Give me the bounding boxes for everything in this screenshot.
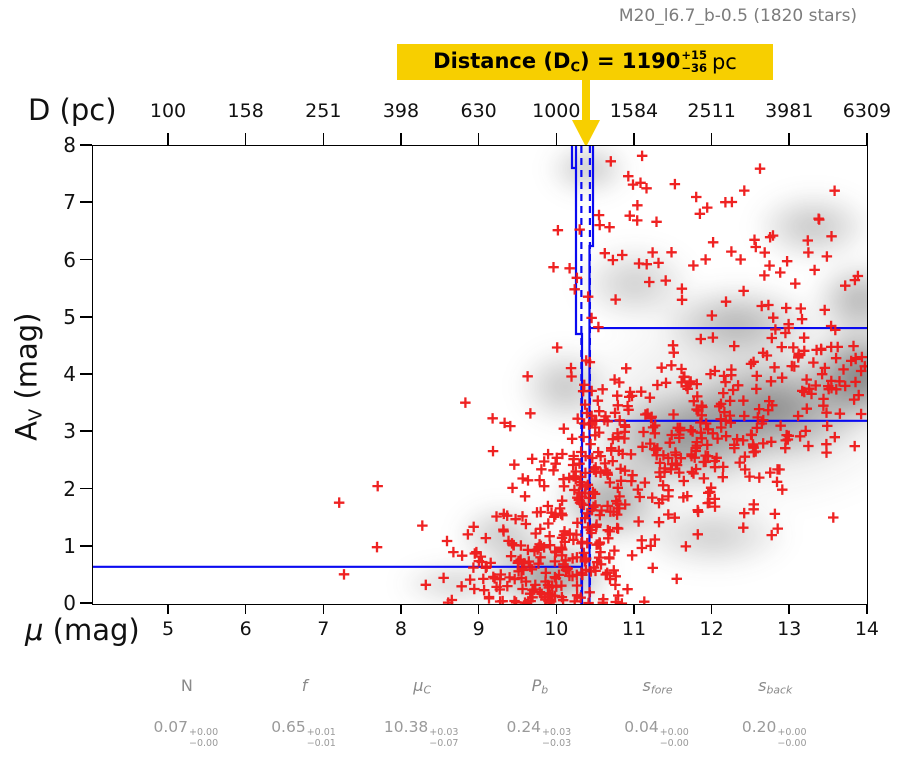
- bottom-axis-tick: [322, 604, 325, 614]
- parameter-value: 0.65 +0.01 −0.01: [271, 718, 336, 749]
- parameter-header: sfore: [642, 676, 673, 697]
- plot-area: [92, 145, 868, 605]
- model-mu-c-left-line: [570, 146, 584, 604]
- distance-unit: pc: [711, 50, 737, 74]
- density-blob: [549, 226, 721, 341]
- y-axis-tick: [80, 373, 92, 375]
- distance-annotation-text: Distance (DC) = 1190: [433, 48, 681, 76]
- density-blob: [496, 329, 634, 444]
- top-axis-tick: [633, 133, 635, 145]
- parameter-value: 10.38 +0.03 −0.07: [383, 718, 459, 749]
- top-axis-tick: [866, 133, 868, 145]
- top-axis-tick: [477, 133, 480, 145]
- figure-title: M20_l6.7_b-0.5 (1820 stars): [618, 6, 858, 26]
- top-axis-tick: [788, 133, 791, 145]
- top-axis-tick: [555, 133, 558, 145]
- parameter-header: μC: [413, 676, 432, 697]
- y-axis-tick: [80, 487, 92, 490]
- distance-arrow-head-icon: [572, 120, 600, 147]
- bottom-axis-tick-label: 7: [317, 618, 330, 640]
- parameter-table-values: 0.07 +0.00 −0.00 0.65 +0.01 −0.01 10.38 +0.03 −0…: [128, 718, 834, 749]
- x-axis-label: μ (mag): [25, 613, 140, 647]
- top-axis-tick-label: 251: [305, 100, 342, 122]
- bottom-axis-tick: [244, 604, 247, 614]
- y-axis-tick: [80, 258, 92, 261]
- bottom-axis-tick: [633, 604, 635, 614]
- bottom-axis-tick: [788, 604, 791, 614]
- top-axis-tick: [322, 133, 325, 145]
- bottom-axis-tick-label: 9: [472, 618, 485, 640]
- bottom-axis-tick-label: 10: [544, 618, 569, 640]
- y-axis-tick-label: 6: [63, 247, 76, 272]
- y-axis-tick-label: 5: [63, 304, 76, 329]
- bottom-axis-tick-label: 12: [699, 618, 724, 640]
- parameter-header: N: [180, 676, 193, 695]
- star-scatter-points: [333, 150, 867, 604]
- bottom-axis-tick-label: 11: [621, 618, 647, 640]
- y-axis-tick: [80, 315, 92, 318]
- parameter-header: f: [301, 676, 308, 695]
- top-axis-tick: [400, 133, 402, 145]
- top-axis-tick-label: 398: [382, 100, 420, 122]
- bottom-axis-tick: [477, 604, 480, 614]
- top-axis-tick-label: 6309: [842, 100, 892, 122]
- parameter-value: 0.07 +0.00 −0.00: [153, 718, 219, 749]
- top-axis-tick-label: 1584: [609, 100, 659, 122]
- bottom-axis-tick: [555, 604, 558, 614]
- parameter-value: 0.20 +0.00 −0.00: [741, 718, 807, 749]
- parameter-value: 0.04 +0.00 −0.00: [624, 718, 689, 749]
- density-blob: [728, 175, 867, 277]
- y-axis-tick-label: 7: [63, 190, 76, 215]
- y-axis-tick: [80, 201, 92, 204]
- y-axis-tick-label: 4: [63, 362, 76, 386]
- bottom-axis-tick-label: 5: [161, 618, 175, 640]
- y-axis-tick-label: 1: [63, 533, 76, 558]
- distance-annotation: Distance (DC) = 1190 +15 −36 pc: [397, 44, 773, 80]
- top-axis-tick-label: 1000: [532, 100, 581, 122]
- top-axis-tick: [244, 133, 247, 145]
- y-axis-tick-label: 8: [63, 133, 76, 157]
- parameter-value: 0.24 +0.03 −0.03: [506, 718, 572, 749]
- top-axis-label: D (pc): [28, 93, 117, 127]
- y-axis-tick-label: 3: [63, 419, 76, 444]
- y-axis-tick-label: 0: [63, 591, 76, 615]
- bottom-axis-tick-label: 8: [394, 618, 408, 640]
- bottom-axis-tick: [866, 604, 868, 614]
- bottom-axis-tick: [400, 604, 402, 614]
- model-and-scatter-layer: [93, 146, 867, 604]
- top-axis-tick-label: 3981: [765, 100, 814, 122]
- bottom-axis-tick-label: 14: [854, 618, 880, 640]
- distance-arrow-icon: [582, 80, 590, 121]
- top-axis-tick-label: 630: [460, 100, 497, 122]
- y-axis-tick: [80, 144, 92, 146]
- y-axis-tick-label: 2: [63, 476, 76, 501]
- bottom-axis-tick-label: 6: [239, 618, 252, 640]
- top-axis-tick: [710, 133, 713, 145]
- distance-subscript: C: [570, 60, 581, 76]
- top-axis-tick-label: 100: [149, 100, 187, 122]
- parameter-header: sback: [758, 676, 793, 697]
- bottom-axis-tick: [167, 604, 169, 614]
- top-axis-tick-label: 158: [227, 100, 264, 122]
- density-blob: [624, 266, 847, 381]
- top-axis-tick-label: 2511: [687, 100, 736, 122]
- y-axis-tick: [80, 430, 92, 433]
- top-axis-tick: [167, 133, 169, 145]
- y-axis-tick: [80, 602, 92, 604]
- y-axis-tick: [80, 544, 92, 547]
- parameter-header: Pb: [531, 676, 549, 697]
- bottom-axis-tick: [710, 604, 713, 614]
- bottom-axis-tick-label: 13: [777, 618, 802, 640]
- distance-error-stack: +15 −36: [681, 48, 707, 75]
